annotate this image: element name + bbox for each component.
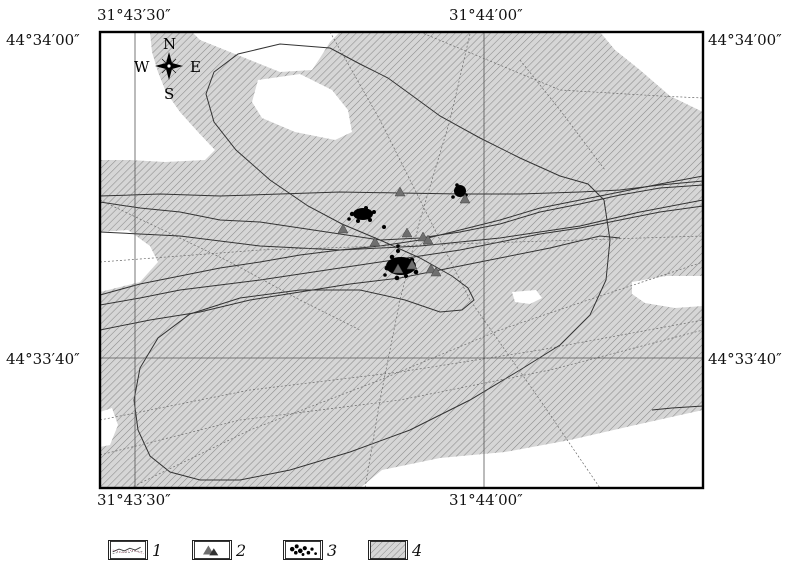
compass-n: N [163, 35, 176, 53]
legend-number-4: 4 [412, 540, 423, 560]
triangle-markers [337, 186, 471, 277]
legend-number-2: 2 [236, 540, 247, 560]
lon-label-top-right: 31°44′00″ [449, 6, 523, 24]
track-3 [100, 175, 703, 296]
compass-s: S [164, 85, 174, 103]
lat-label-right-top: 44°34′00″ [708, 31, 782, 49]
triangle-marker-icon [192, 540, 232, 560]
track-7 [651, 405, 703, 411]
dot-cluster-main [383, 244, 419, 281]
dot-cluster-upper-right [451, 183, 468, 199]
map-content [100, 32, 703, 488]
hatched-area-icon [368, 540, 408, 560]
track-loop [133, 43, 611, 481]
dot-clusters [347, 183, 468, 281]
track-1 [100, 180, 703, 197]
lat-label-left-top: 44°34′00″ [6, 31, 80, 49]
legend-item-3: 3 [283, 538, 337, 562]
track-lines-icon [108, 540, 148, 560]
track-5 [100, 235, 621, 331]
map-frame [98, 30, 705, 490]
grid-lines [100, 32, 703, 488]
track-2 [100, 184, 703, 241]
compass-w: W [134, 58, 150, 76]
legend-number-1: 1 [152, 540, 163, 560]
lon-label-bottom-left: 31°43′30″ [97, 491, 171, 509]
lon-label-bottom-right: 31°44′00″ [449, 491, 523, 509]
legend-number-3: 3 [327, 540, 338, 560]
compass-e: E [190, 58, 201, 76]
dot-cluster-upper-left [347, 206, 386, 229]
black-dots-cluster-icon [283, 540, 323, 560]
lat-label-left-bottom: 44°33′40″ [6, 350, 80, 368]
compass-rose-icon [155, 52, 183, 80]
track-6 [100, 199, 703, 251]
lat-label-right-bottom: 44°33′40″ [708, 350, 782, 368]
track-lines [100, 43, 703, 481]
legend-item-2: 2 [192, 538, 246, 562]
legend-item-1: 1 [108, 538, 162, 562]
legend-item-4: 4 [368, 538, 422, 562]
lon-label-top-left: 31°43′30″ [97, 6, 171, 24]
